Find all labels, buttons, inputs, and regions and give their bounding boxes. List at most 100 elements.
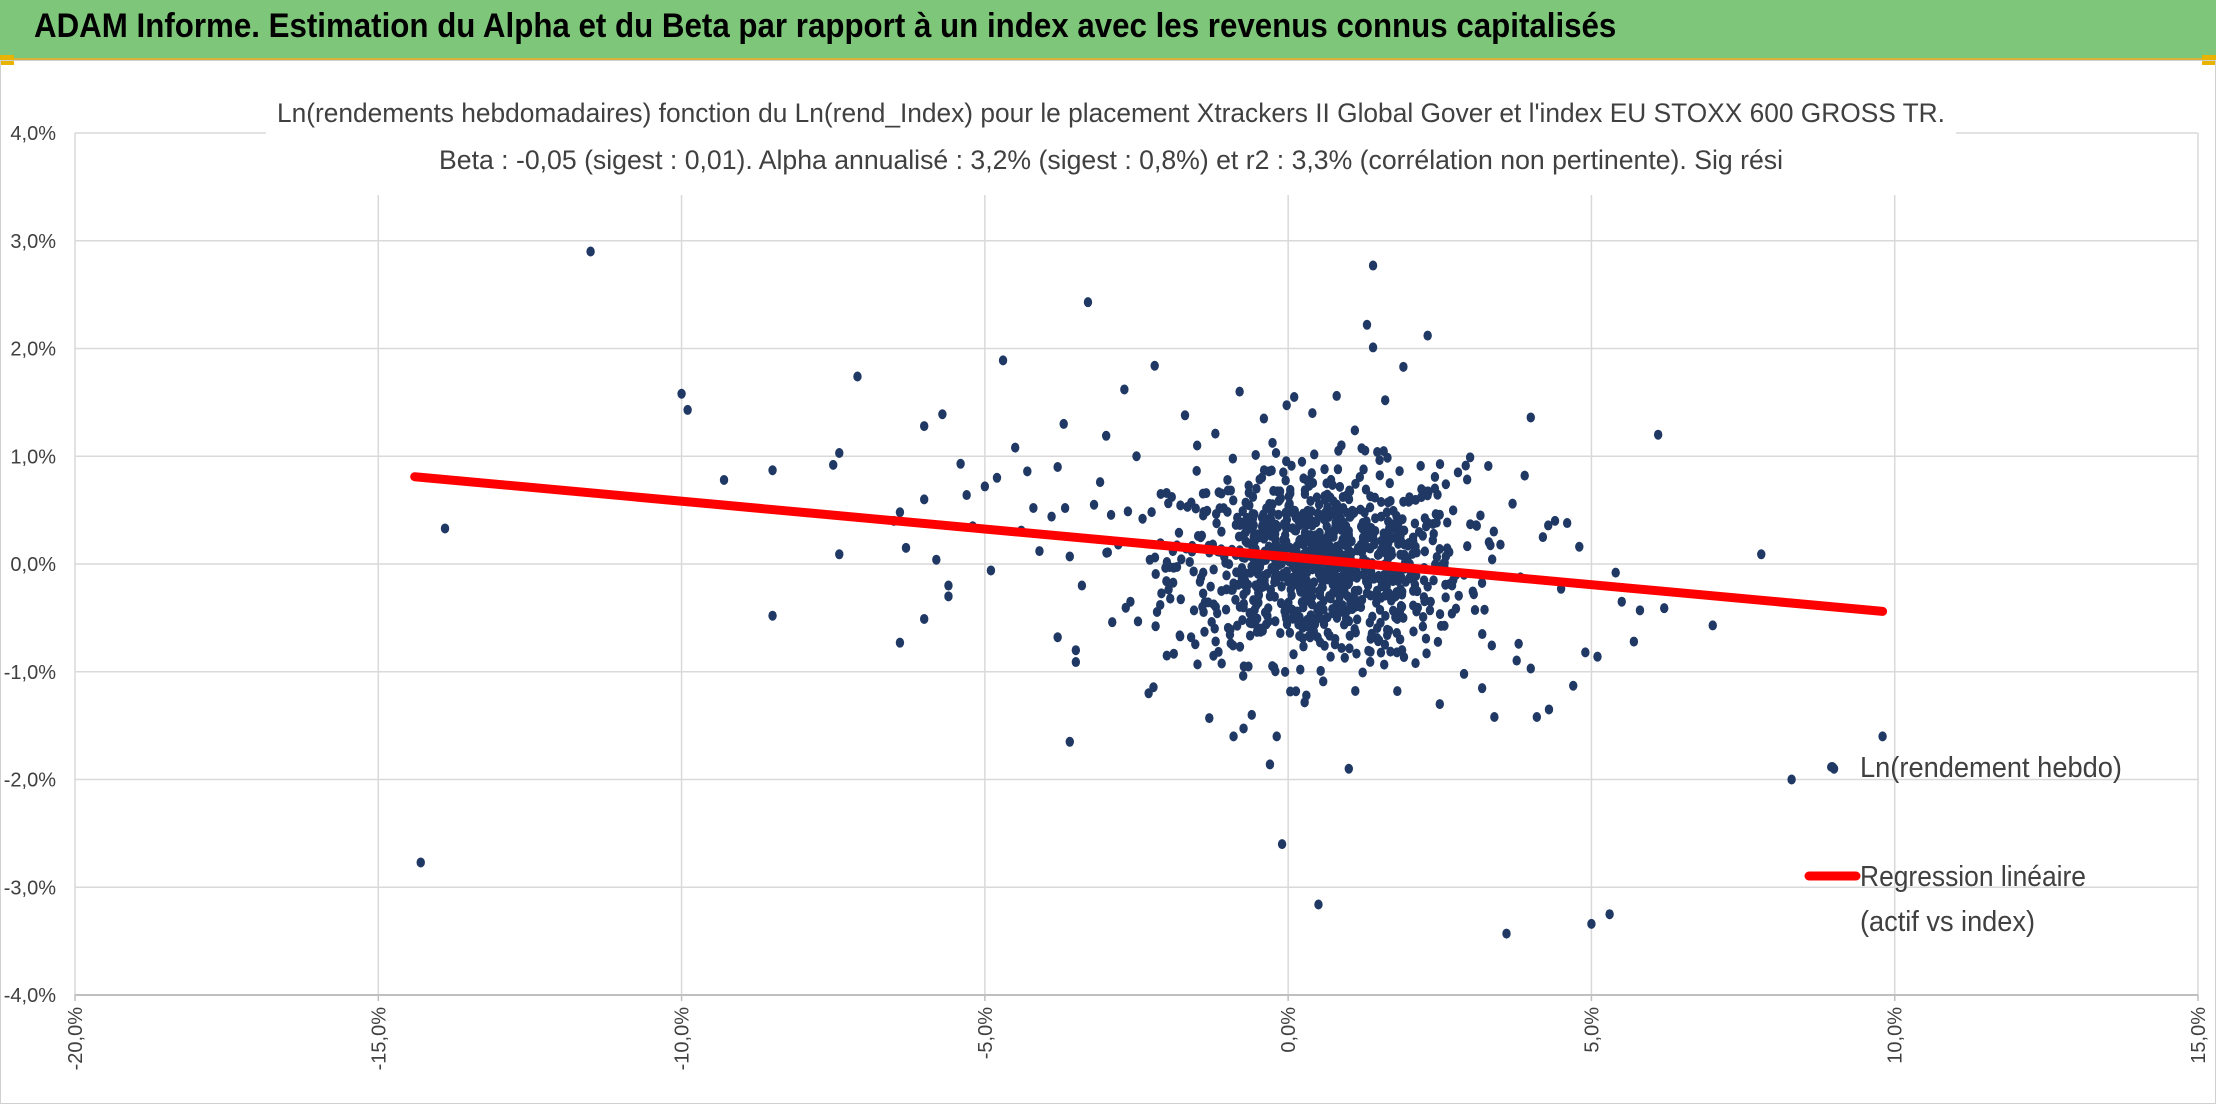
scatter-point <box>1209 599 1218 610</box>
scatter-point <box>1077 580 1087 591</box>
scatter-point <box>1239 723 1248 734</box>
scatter-point <box>1271 616 1280 627</box>
x-tick-label: 0,0% <box>1278 1007 1300 1053</box>
scatter-point <box>1268 437 1277 448</box>
scatter-point <box>1258 581 1267 592</box>
scatter-point <box>1308 564 1317 575</box>
scatter-point <box>1367 628 1377 639</box>
scatter-point <box>1366 491 1375 502</box>
scatter-point <box>1352 648 1361 659</box>
scatter-point <box>1320 464 1329 475</box>
chart-legend: Ln(rendement hebdo) Regression linéaire … <box>1804 752 2122 938</box>
scatter-point <box>920 421 929 432</box>
scatter-point <box>1380 395 1390 406</box>
scatter-point <box>1338 502 1348 513</box>
scatter-point <box>1310 449 1319 460</box>
scatter-point <box>1147 507 1156 518</box>
scatter-point <box>1338 522 1347 533</box>
scatter-point <box>956 458 965 469</box>
scatter-point <box>1314 899 1323 910</box>
scatter-point <box>1293 606 1302 617</box>
scatter-point <box>1191 503 1200 514</box>
scatter-point <box>1757 549 1766 560</box>
scatter-point <box>1423 581 1432 592</box>
scatter-point <box>1316 665 1325 676</box>
scatter-point <box>1252 600 1261 611</box>
scatter-point <box>1367 522 1376 533</box>
scatter-point <box>1387 546 1396 557</box>
scatter-point <box>1393 686 1402 697</box>
scatter-point <box>1089 499 1099 510</box>
scatter-point <box>1286 484 1295 495</box>
y-tick-label: 4,0% <box>10 123 56 145</box>
scatter-point <box>1376 647 1386 658</box>
scatter-point <box>1405 492 1414 503</box>
scatter-point <box>1410 579 1420 590</box>
scatter-point <box>1359 464 1368 475</box>
scatter-point <box>1307 599 1317 610</box>
scatter-point <box>835 448 844 459</box>
scatter-point <box>1255 474 1264 485</box>
scatter-point <box>1265 759 1275 770</box>
scatter-point <box>1185 556 1194 567</box>
scatter-point <box>1244 480 1253 491</box>
scatter-point <box>980 481 990 492</box>
scatter-point <box>986 565 996 576</box>
scatter-point <box>1421 521 1431 532</box>
scatter-point <box>1360 445 1370 456</box>
scatter-point <box>1168 577 1178 588</box>
scatter-point <box>1106 509 1116 520</box>
scatter-point <box>1156 488 1165 499</box>
scatter-point <box>1328 579 1338 590</box>
scatter-point <box>1246 523 1256 534</box>
scatter-point <box>1323 627 1333 638</box>
scatter-point <box>1239 579 1249 590</box>
scatter-point <box>1335 481 1345 492</box>
scatter-point <box>1417 492 1426 503</box>
title-backdrop <box>266 107 1956 195</box>
scatter-point <box>1435 609 1445 620</box>
scatter-point <box>1151 569 1160 580</box>
scatter-point <box>768 465 777 476</box>
scatter-point <box>1368 260 1378 271</box>
scatter-point <box>1254 590 1264 601</box>
scatter-point <box>1320 535 1329 546</box>
scatter-point <box>1251 580 1260 591</box>
scatter-point <box>1253 568 1263 579</box>
scatter-point <box>440 523 450 534</box>
scatter-point <box>938 409 947 420</box>
scatter-point <box>1477 683 1487 694</box>
scatter-point <box>1270 563 1279 574</box>
scatter-point <box>1277 571 1287 582</box>
scatter-point <box>1349 507 1359 518</box>
scatter-point <box>1292 560 1301 571</box>
scatter-point <box>944 591 953 602</box>
scatter-point <box>1295 571 1305 582</box>
scatter-point <box>1277 839 1287 850</box>
scatter-point <box>1272 731 1281 742</box>
scatter-point <box>1418 612 1428 623</box>
scatter-point <box>1538 532 1548 543</box>
scatter-point <box>1368 342 1378 353</box>
scatter-point <box>1306 495 1315 506</box>
scatter-point <box>1295 520 1304 531</box>
scatter-point <box>1239 602 1248 613</box>
scatter-point <box>1420 513 1430 524</box>
scatter-point <box>1347 604 1357 615</box>
scatter-point <box>1271 520 1280 531</box>
scatter-point <box>1441 579 1450 590</box>
scatter-point <box>1328 480 1337 491</box>
chart-title-line-1: Ln(rendements hebdomadaires) fonction du… <box>277 98 1945 128</box>
scatter-point <box>1345 630 1354 641</box>
scatter-point <box>1150 360 1159 371</box>
x-tick-label: 10,0% <box>1885 1007 1907 1064</box>
scatter-point <box>1217 526 1226 537</box>
scatter-point <box>1396 600 1406 611</box>
scatter-point <box>1447 580 1457 591</box>
chart-subtitle-line-2: Beta : -0,05 (sigest : 0,01). Alpha annu… <box>439 145 1783 175</box>
scatter-point <box>1108 617 1117 628</box>
scatter-point <box>1376 617 1385 628</box>
scatter-point <box>1319 676 1328 687</box>
scatter-point <box>1191 639 1200 650</box>
scatter-point <box>1392 628 1402 639</box>
